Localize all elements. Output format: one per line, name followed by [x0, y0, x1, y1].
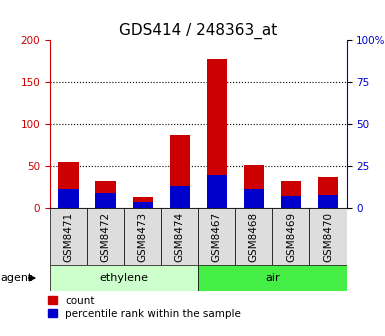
Bar	[124, 208, 161, 265]
Bar	[310, 208, 346, 265]
Bar	[132, 197, 153, 208]
Bar	[244, 166, 264, 208]
Bar	[132, 202, 153, 208]
Bar	[207, 59, 227, 208]
Bar	[198, 265, 346, 291]
Bar	[318, 195, 338, 208]
Bar	[95, 181, 116, 208]
Bar	[169, 185, 190, 208]
Bar	[198, 208, 235, 265]
Bar	[207, 175, 227, 208]
Bar	[50, 265, 198, 291]
Bar	[235, 208, 273, 265]
Bar	[59, 189, 79, 208]
Text: GSM8468: GSM8468	[249, 212, 259, 262]
Title: GDS414 / 248363_at: GDS414 / 248363_at	[119, 23, 278, 39]
Text: GSM8472: GSM8472	[100, 212, 110, 262]
Legend: count, percentile rank within the sample: count, percentile rank within the sample	[48, 296, 241, 319]
Text: GSM8467: GSM8467	[212, 212, 222, 262]
Bar	[281, 196, 301, 208]
Text: GSM8474: GSM8474	[175, 212, 185, 262]
Text: GSM8469: GSM8469	[286, 212, 296, 262]
Bar	[59, 162, 79, 208]
Bar	[169, 135, 190, 208]
Text: air: air	[265, 273, 280, 283]
Bar	[161, 208, 198, 265]
Bar	[95, 193, 116, 208]
Text: GSM8473: GSM8473	[138, 212, 148, 262]
Bar	[244, 189, 264, 208]
Bar	[281, 181, 301, 208]
Text: GSM8470: GSM8470	[323, 212, 333, 262]
Text: ethylene: ethylene	[100, 273, 149, 283]
Bar	[318, 177, 338, 208]
Text: agent: agent	[1, 273, 33, 283]
Text: GSM8471: GSM8471	[64, 212, 74, 262]
Bar	[50, 208, 87, 265]
Bar	[87, 208, 124, 265]
Bar	[273, 208, 310, 265]
